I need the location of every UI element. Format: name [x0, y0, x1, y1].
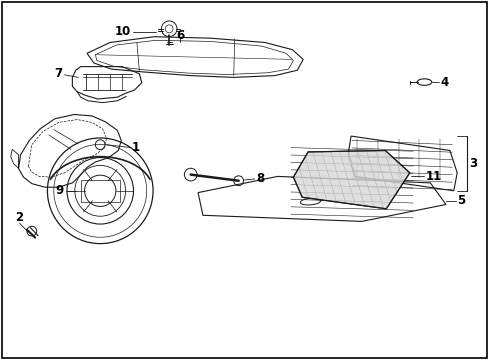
PathPatch shape	[293, 150, 409, 209]
Text: 7: 7	[54, 67, 62, 80]
PathPatch shape	[293, 150, 409, 209]
Text: 11: 11	[425, 170, 441, 183]
PathPatch shape	[293, 150, 409, 209]
Polygon shape	[293, 150, 409, 209]
Text: 10: 10	[115, 25, 131, 38]
PathPatch shape	[293, 150, 409, 209]
PathPatch shape	[293, 150, 409, 209]
PathPatch shape	[293, 150, 409, 209]
PathPatch shape	[293, 150, 409, 209]
PathPatch shape	[293, 150, 409, 209]
PathPatch shape	[293, 150, 409, 209]
PathPatch shape	[293, 150, 409, 209]
Text: 6: 6	[176, 29, 183, 42]
Text: 4: 4	[439, 76, 447, 89]
PathPatch shape	[293, 150, 409, 209]
Text: 2: 2	[16, 211, 23, 224]
Text: 5: 5	[456, 194, 465, 207]
PathPatch shape	[293, 150, 409, 209]
PathPatch shape	[293, 150, 409, 209]
Text: 8: 8	[256, 172, 264, 185]
PathPatch shape	[293, 150, 409, 209]
Text: 9: 9	[55, 184, 63, 197]
Text: 1: 1	[132, 141, 140, 154]
Text: 3: 3	[468, 157, 477, 170]
